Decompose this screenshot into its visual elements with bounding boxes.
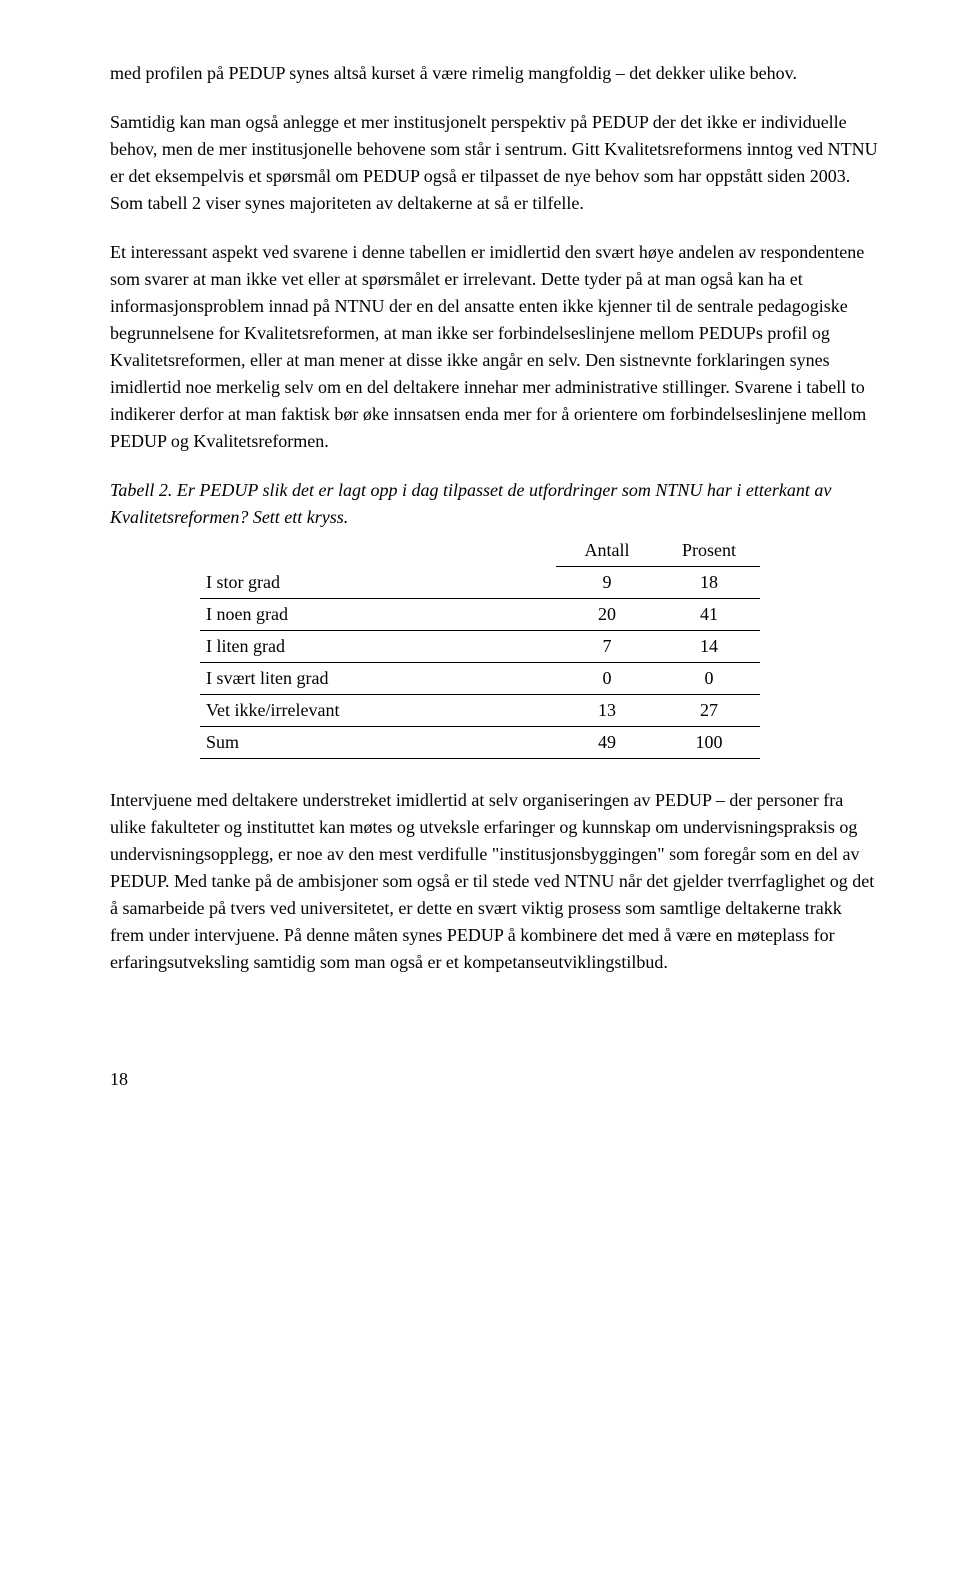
table-cell-prosent: 100 [658,727,760,759]
table-cell-prosent: 14 [658,631,760,663]
table-cell-antall: 7 [556,631,658,663]
table-cell-prosent: 0 [658,663,760,695]
body-paragraph-2: Samtidig kan man også anlegge et mer ins… [110,109,880,217]
table-cell-prosent: 27 [658,695,760,727]
table-row: I svært liten grad 0 0 [200,663,760,695]
table-row: I noen grad 20 41 [200,599,760,631]
table-cell-label: I svært liten grad [200,663,556,695]
table-cell-antall: 0 [556,663,658,695]
table-header-prosent: Prosent [658,535,760,567]
table-cell-label: I stor grad [200,567,556,599]
table-cell-label: I noen grad [200,599,556,631]
table-cell-antall: 13 [556,695,658,727]
table-row: I liten grad 7 14 [200,631,760,663]
body-paragraph-1: med profilen på PEDUP synes altså kurset… [110,60,880,87]
table-cell-label: Vet ikke/irrelevant [200,695,556,727]
table-cell-prosent: 41 [658,599,760,631]
table-row: Sum 49 100 [200,727,760,759]
table-header-empty [200,535,556,567]
table-cell-antall: 49 [556,727,658,759]
table-cell-prosent: 18 [658,567,760,599]
table-caption: Tabell 2. Er PEDUP slik det er lagt opp … [110,477,880,531]
table-header-row: Antall Prosent [200,535,760,567]
table-cell-label: Sum [200,727,556,759]
table-cell-antall: 9 [556,567,658,599]
table-header-antall: Antall [556,535,658,567]
table-cell-label: I liten grad [200,631,556,663]
data-table: Antall Prosent I stor grad 9 18 I noen g… [200,535,760,759]
body-paragraph-4: Intervjuene med deltakere understreket i… [110,787,880,976]
page-number: 18 [110,1066,880,1093]
body-paragraph-3: Et interessant aspekt ved svarene i denn… [110,239,880,455]
table-cell-antall: 20 [556,599,658,631]
table-row: Vet ikke/irrelevant 13 27 [200,695,760,727]
table-row: I stor grad 9 18 [200,567,760,599]
